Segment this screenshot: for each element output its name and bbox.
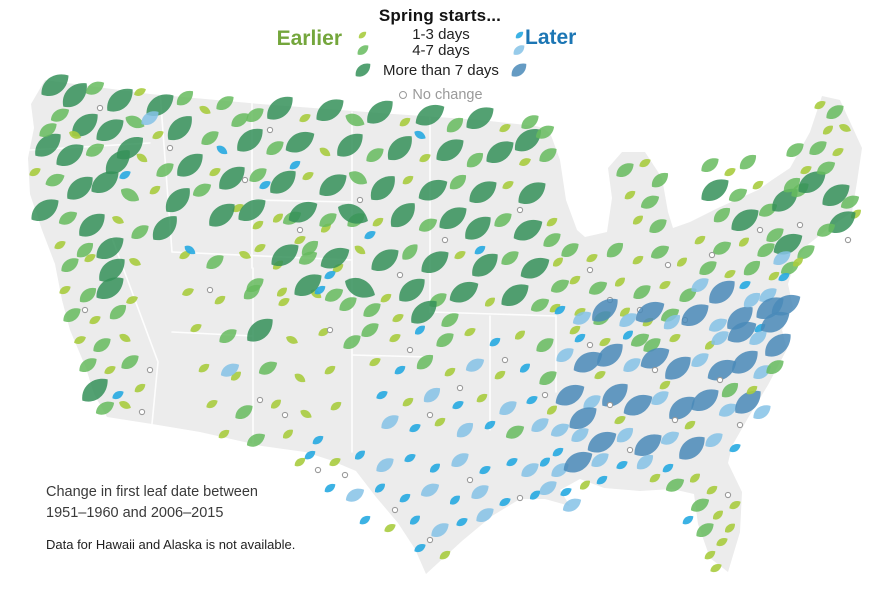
caption-note: Data for Hawaii and Alaska is not availa… <box>46 537 296 553</box>
no-change-marker <box>466 476 474 484</box>
no-change-marker <box>241 176 249 184</box>
caption-line-2: 1951–1960 and 2006–2015 <box>46 505 224 522</box>
no-change-marker <box>651 366 659 374</box>
no-change-marker <box>586 341 594 349</box>
no-change-marker <box>716 376 724 384</box>
no-change-marker <box>796 221 804 229</box>
no-change-marker <box>391 506 399 514</box>
no-change-marker <box>664 261 672 269</box>
no-change-marker <box>426 536 434 544</box>
no-change-marker <box>326 326 334 334</box>
leaf-marker <box>722 165 738 179</box>
no-change-marker <box>341 471 349 479</box>
no-change-marker <box>281 411 289 419</box>
no-change-marker <box>456 384 464 392</box>
no-change-marker <box>266 126 274 134</box>
leaf-marker <box>696 173 734 207</box>
no-change-marker <box>516 206 524 214</box>
leaf-marker <box>736 150 760 174</box>
leaf-marker <box>698 154 722 176</box>
no-change-marker <box>81 306 89 314</box>
caption-line-1: Change in first leaf date between <box>46 484 258 500</box>
no-change-marker <box>541 391 549 399</box>
no-change-marker <box>296 226 304 234</box>
leaf-marker <box>680 513 696 527</box>
no-change-marker <box>146 366 154 374</box>
no-change-marker <box>586 266 594 274</box>
no-change-marker <box>396 271 404 279</box>
no-change-marker <box>441 236 449 244</box>
no-change-marker <box>314 466 322 474</box>
leaf-marker <box>343 484 367 506</box>
no-change-marker <box>406 346 414 354</box>
caption: Change in first leaf date between 1951–1… <box>46 482 295 552</box>
no-change-marker <box>166 144 174 152</box>
leaf-marker <box>382 521 398 535</box>
no-change-marker <box>626 446 634 454</box>
no-change-marker <box>256 396 264 404</box>
no-change-marker <box>356 196 364 204</box>
no-change-marker <box>844 236 852 244</box>
no-change-marker <box>708 251 716 259</box>
no-change-marker <box>96 104 104 112</box>
no-change-marker <box>671 416 679 424</box>
no-change-marker <box>516 494 524 502</box>
no-change-marker <box>606 401 614 409</box>
no-change-marker <box>756 226 764 234</box>
no-change-marker <box>736 421 744 429</box>
leaf-marker <box>322 481 338 495</box>
no-change-marker <box>426 411 434 419</box>
no-change-marker <box>138 408 146 416</box>
no-change-marker <box>724 491 732 499</box>
no-change-marker <box>501 356 509 364</box>
leaf-markers-layer <box>26 68 864 575</box>
no-change-marker <box>206 286 214 294</box>
leaf-marker <box>357 513 373 527</box>
